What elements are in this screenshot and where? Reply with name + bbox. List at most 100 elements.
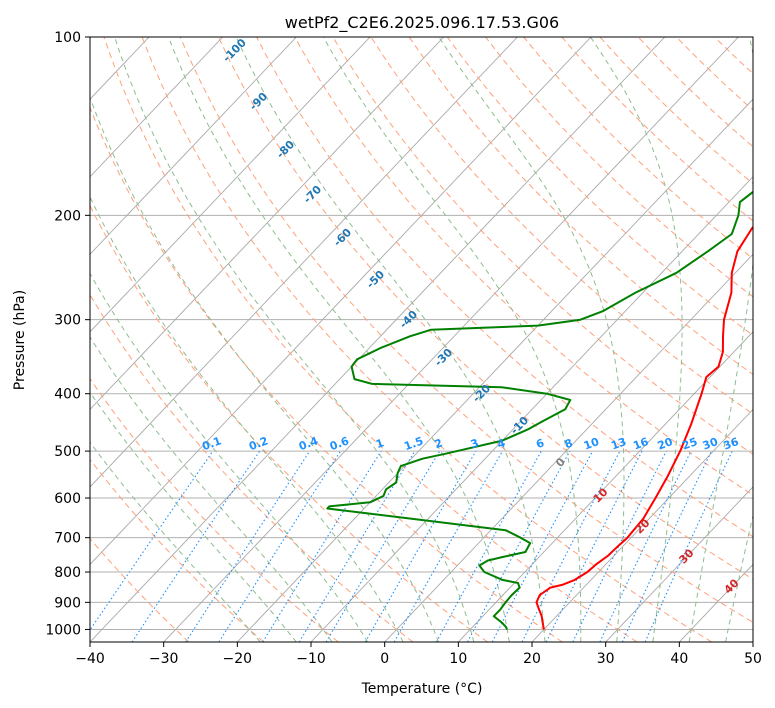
mixing-ratio-line — [393, 450, 503, 642]
dry-adiabat-line — [294, 37, 753, 496]
mixing-ratio-line — [435, 450, 542, 642]
isotherm-line — [90, 37, 518, 488]
dry-adiabat-label: -50 — [364, 268, 387, 291]
y-tick-label: 400 — [54, 387, 81, 403]
mixing-ratio-label: 3 — [469, 436, 481, 451]
mixing-ratio-line — [262, 450, 382, 642]
mixing-ratio-line — [467, 450, 571, 642]
mixing-ratio-line — [644, 450, 733, 642]
mixing-ratio-line — [218, 450, 341, 642]
mixing-ratio-label: 6 — [534, 436, 546, 451]
x-tick-label: 20 — [523, 651, 541, 667]
moist-adiabat-line — [114, 37, 475, 642]
isotherm-line — [90, 37, 297, 255]
dry-adiabat-label: -30 — [432, 346, 455, 369]
y-tick-label: 800 — [54, 565, 81, 581]
y-tick-label: 500 — [54, 444, 81, 460]
temperature-profile-line — [535, 225, 753, 630]
y-tick-label: 900 — [54, 595, 81, 611]
dry-adiabat-line — [370, 37, 753, 415]
isotherm-line — [531, 408, 753, 642]
y-tick-label: 1000 — [45, 622, 81, 638]
x-tick-label: −40 — [75, 651, 105, 667]
isotherm-line — [237, 98, 753, 642]
dry-adiabat-line — [256, 37, 753, 538]
mixing-ratio-label: 25 — [680, 435, 699, 452]
moist-adiabat-line — [688, 37, 753, 642]
dry-adiabat-line — [217, 37, 753, 580]
isotherm-line — [90, 37, 371, 333]
x-tick-label: 0 — [380, 651, 389, 667]
mixing-ratio-line — [90, 450, 214, 631]
dry-adiabat-line — [561, 37, 753, 222]
mixing-ratio-label: 13 — [609, 435, 628, 452]
dry-adiabat-line — [523, 37, 753, 260]
x-tick-label: 40 — [670, 651, 688, 667]
mixing-ratio-line — [599, 450, 692, 642]
x-tick-label: −30 — [149, 651, 179, 667]
dry-adiabat-line — [90, 106, 563, 642]
profile-lines — [326, 190, 753, 630]
mixing-ratio-label: 0.2 — [247, 434, 270, 453]
mixing-ratio-label: 0.1 — [200, 434, 223, 453]
mixing-ratio-label: 30 — [701, 435, 720, 453]
mixing-ratio-label: 2 — [433, 436, 445, 451]
dry-adiabat-line — [179, 37, 753, 623]
mixing-ratio-line — [185, 450, 311, 642]
chart-title: wetPf2_C2E6.2025.096.17.53.G06 — [285, 13, 559, 33]
isotherm-line — [752, 641, 753, 642]
mixing-ratio-label: 8 — [563, 436, 575, 451]
dry-adiabat-line — [90, 537, 190, 642]
moist-adiabat-line — [725, 513, 753, 642]
mixing-ratio-label: 0.4 — [297, 434, 320, 453]
dry-adiabat-label: -40 — [397, 308, 420, 331]
dry-adiabat-label: -10 — [508, 414, 531, 437]
x-tick-label: 30 — [597, 651, 615, 667]
mixing-ratio-line — [545, 450, 643, 642]
dry-adiabat-label: -80 — [274, 138, 297, 161]
isotherm-line — [458, 331, 753, 642]
mixing-ratio-line — [364, 450, 477, 642]
dry-adiabat-label: -90 — [247, 90, 270, 113]
plot-frame — [89, 36, 754, 643]
mixing-ratio-label: 4 — [495, 436, 507, 451]
y-tick-label: 300 — [54, 313, 81, 329]
mixing-ratio-label: 0.6 — [328, 434, 351, 453]
y-tick-label: 700 — [54, 531, 81, 547]
isotherm-line — [90, 37, 592, 566]
moist-adiabat-line — [590, 37, 683, 642]
mixing-ratio-label: 16 — [631, 435, 650, 453]
x-tick-label: 10 — [449, 651, 467, 667]
isotherm-line — [384, 253, 753, 642]
isotherm-line — [0, 37, 2, 642]
x-tick-label: −10 — [296, 651, 326, 667]
dry-adiabat-line — [103, 37, 638, 642]
dry-adiabat-line — [637, 37, 753, 148]
moist-adiabat-line — [90, 272, 369, 642]
dry-adiabat-label: -100 — [220, 36, 249, 65]
mixing-ratio-label: 10 — [582, 435, 601, 453]
dry-adiabat-line — [141, 37, 712, 642]
isotherm-line — [163, 37, 739, 642]
isotherm-line — [90, 37, 666, 642]
dry-adiabat-label: -70 — [301, 183, 324, 206]
x-tick-label: 50 — [744, 651, 762, 667]
dewpoint-profile-line — [326, 190, 753, 630]
moist-adiabat-line — [235, 37, 546, 642]
axes: −40 −30 −20 −10 0 10 20 30 40 5010020030040050060… — [45, 30, 762, 667]
mixing-ratio-label: 20 — [656, 435, 675, 453]
moist-adiabat-line — [168, 37, 510, 642]
x-tick-label: −20 — [223, 651, 253, 667]
isotherm-line — [90, 37, 445, 411]
dry-adiabat-line — [90, 293, 414, 642]
dry-adiabat-line — [408, 37, 753, 375]
dry-adiabat-line — [90, 377, 339, 642]
mixing-ratio-line — [131, 450, 261, 642]
isotherm-line — [605, 486, 753, 642]
background-lines — [0, 37, 753, 642]
moist-adiabat-line — [90, 95, 439, 642]
moist-adiabat-line — [90, 336, 333, 642]
dry-adiabat-line — [90, 458, 264, 642]
moist-adiabat-label: 10 — [591, 485, 611, 505]
